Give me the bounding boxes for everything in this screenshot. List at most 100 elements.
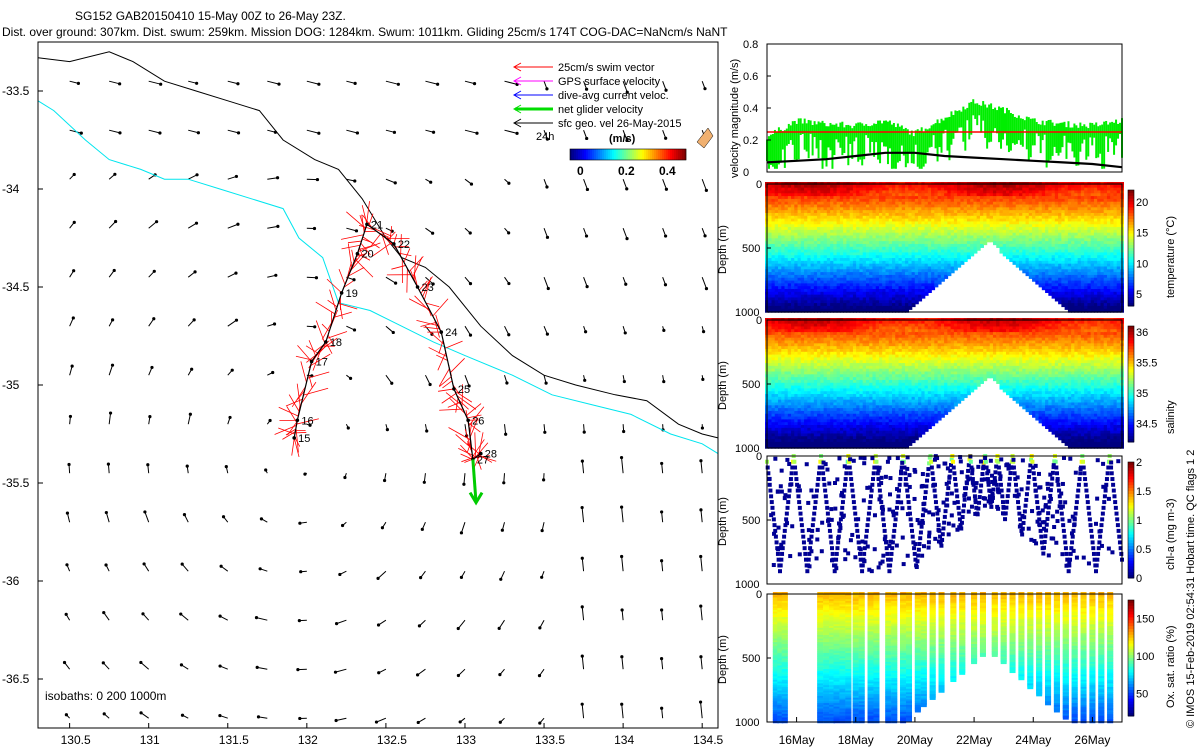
section-sample: [901, 280, 906, 285]
section-sample: [898, 286, 903, 291]
velocity-arrow: [662, 179, 667, 190]
velocity-arrow-head: [218, 614, 222, 618]
section-sample: [800, 297, 805, 302]
section-sample: [901, 210, 906, 215]
section-sample: [921, 196, 926, 201]
section-sample: [781, 235, 786, 240]
section-sample: [908, 229, 913, 234]
section-sample: [810, 308, 815, 313]
section-sample: [810, 196, 815, 201]
section-sample: [885, 266, 890, 271]
section-sample: [872, 300, 877, 305]
section-sample: [820, 274, 825, 279]
section-sample: [927, 184, 932, 189]
section-sample: [804, 207, 809, 212]
section-sample: [905, 193, 910, 198]
section-sample: [856, 193, 861, 198]
section-sample: [892, 229, 897, 234]
section-sample: [859, 272, 864, 277]
section-sample: [898, 193, 903, 198]
velocity-arrow-head: [110, 318, 115, 322]
section-sample: [953, 238, 958, 243]
velocity-ytick-label: 0: [743, 167, 749, 179]
section-sample: [833, 241, 838, 246]
section-sample: [921, 252, 926, 257]
velocity-arrow: [180, 613, 189, 621]
section-sample: [927, 235, 932, 240]
colorbar-frame: [569, 148, 687, 161]
section-sample: [784, 286, 789, 291]
velocity-arrow-head: [340, 523, 345, 528]
section-sample: [833, 246, 838, 251]
velocity-arrow: [581, 507, 585, 523]
velocity-arrow-head: [112, 268, 116, 273]
section-sample: [823, 283, 828, 288]
section-sample: [944, 224, 949, 229]
section-sample: [846, 260, 851, 265]
section-sample: [921, 190, 926, 195]
section-sample: [807, 280, 812, 285]
velocity-arrow: [581, 704, 585, 719]
velocity-arrow-head: [179, 663, 184, 667]
section-sample: [813, 263, 818, 268]
velocity-arrow-head: [585, 285, 589, 289]
section-sample: [852, 286, 857, 291]
velocity-arrow-head: [182, 513, 187, 517]
section-sample: [865, 266, 870, 271]
section-sample: [908, 198, 913, 203]
section-sample: [921, 212, 926, 217]
section-sample: [875, 255, 880, 260]
swim-vector: [412, 256, 423, 278]
section-sample: [914, 280, 919, 285]
section-sample: [885, 289, 890, 294]
section-sample: [950, 201, 955, 206]
section-sample: [875, 277, 880, 282]
section-sample: [817, 212, 822, 217]
section-sample: [898, 246, 903, 251]
section-sample: [957, 201, 962, 206]
section-sample: [823, 303, 828, 308]
section-sample: [846, 187, 851, 192]
section-sample: [865, 263, 870, 268]
velocity-arrow: [583, 179, 588, 190]
section-sample: [768, 229, 773, 234]
section-sample: [800, 210, 805, 215]
section-sample: [797, 198, 802, 203]
section-sample: [924, 229, 929, 234]
section-sample: [813, 274, 818, 279]
section-sample: [875, 227, 880, 232]
section-sample: [826, 221, 831, 226]
section-sample: [781, 243, 786, 248]
section-sample: [892, 266, 897, 271]
section-sample: [810, 249, 815, 254]
section-sample: [778, 294, 783, 299]
section-sample: [852, 255, 857, 260]
section-sample: [833, 286, 838, 291]
section-sample: [911, 300, 916, 305]
section-sample: [865, 246, 870, 251]
section-sample: [927, 243, 932, 248]
section-sample: [947, 243, 952, 248]
section-sample: [885, 305, 890, 310]
velocity-arrow-head: [582, 430, 586, 434]
section-sample: [918, 207, 923, 212]
section-sample: [934, 193, 939, 198]
section-sample: [878, 252, 883, 257]
section-sample: [869, 238, 874, 243]
section-sample: [810, 190, 815, 195]
section-sample: [953, 260, 958, 265]
section-sample: [817, 300, 822, 305]
section-sample: [778, 207, 783, 212]
section-sample: [934, 201, 939, 206]
section-sample: [794, 187, 799, 192]
section-sample: [914, 232, 919, 237]
section-sample: [940, 260, 945, 265]
section-sample: [810, 277, 815, 282]
section-sample: [905, 274, 910, 279]
section-sample: [813, 235, 818, 240]
section-sample: [810, 266, 815, 271]
section-sample: [905, 207, 910, 212]
section-sample: [862, 283, 867, 288]
section-sample: [905, 260, 910, 265]
